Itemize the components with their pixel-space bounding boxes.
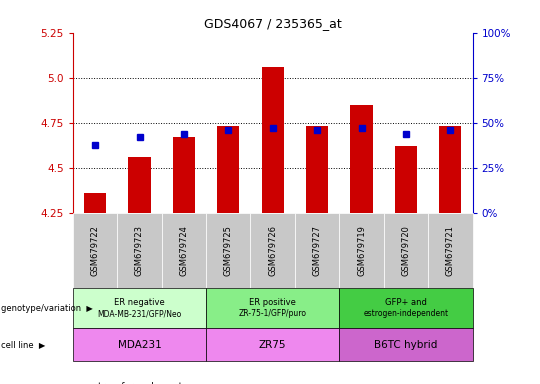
Text: genotype/variation  ▶: genotype/variation ▶	[1, 304, 93, 313]
Bar	[217, 126, 239, 213]
Text: GFP+ and: GFP+ and	[385, 298, 427, 307]
Bar	[173, 137, 195, 213]
Bar	[395, 146, 417, 213]
Text: MDA231: MDA231	[118, 339, 161, 350]
Text: B6TC hybrid: B6TC hybrid	[374, 339, 437, 350]
Text: MDA-MB-231/GFP/Neo: MDA-MB-231/GFP/Neo	[97, 310, 181, 318]
Text: GSM679721: GSM679721	[446, 225, 455, 276]
Text: ER positive: ER positive	[249, 298, 296, 307]
Bar	[129, 157, 151, 213]
Bar	[306, 126, 328, 213]
Text: ER negative: ER negative	[114, 298, 165, 307]
Bar	[261, 67, 284, 213]
Text: ZR75: ZR75	[259, 339, 286, 350]
Text: GSM679720: GSM679720	[401, 225, 410, 276]
Bar	[350, 105, 373, 213]
Text: cell line  ▶: cell line ▶	[1, 340, 45, 349]
Text: GSM679722: GSM679722	[91, 225, 99, 276]
Text: transformed count: transformed count	[98, 382, 182, 384]
Title: GDS4067 / 235365_at: GDS4067 / 235365_at	[204, 17, 342, 30]
Text: GSM679726: GSM679726	[268, 225, 277, 276]
Bar	[84, 193, 106, 213]
Text: GSM679724: GSM679724	[179, 225, 188, 276]
Text: GSM679723: GSM679723	[135, 225, 144, 276]
Text: GSM679719: GSM679719	[357, 225, 366, 276]
Text: GSM679725: GSM679725	[224, 225, 233, 276]
Bar	[439, 126, 461, 213]
Text: estrogen-independent: estrogen-independent	[363, 310, 448, 318]
Text: GSM679727: GSM679727	[313, 225, 322, 276]
Text: ZR-75-1/GFP/puro: ZR-75-1/GFP/puro	[239, 310, 307, 318]
